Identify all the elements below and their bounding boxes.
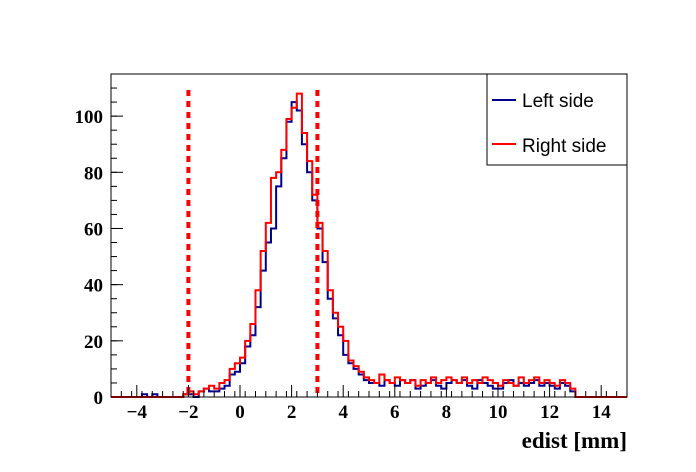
x-tick-label: 6 xyxy=(390,402,400,423)
legend: Left side Right side xyxy=(486,73,628,166)
cut-lines xyxy=(186,90,320,397)
x-tick-label: 2 xyxy=(287,402,297,423)
x-tick-label: −4 xyxy=(127,402,148,423)
x-tick-label: 14 xyxy=(592,402,612,423)
series-right-side-histogram xyxy=(111,92,627,398)
legend-label-left-side: Left side xyxy=(522,91,594,112)
y-tick-label: 20 xyxy=(84,332,103,353)
y-tick-label: 40 xyxy=(84,276,103,297)
x-tick-label: 0 xyxy=(235,402,245,423)
x-axis-title: edist [mm] xyxy=(522,428,627,453)
series-layer xyxy=(111,92,627,398)
y-tick-label: 80 xyxy=(84,163,103,184)
x-tick-label: −2 xyxy=(178,402,198,423)
y-tick-label: 0 xyxy=(94,388,104,409)
series-left-side-histogram xyxy=(111,101,627,398)
x-tick-label: 12 xyxy=(540,402,559,423)
legend-box xyxy=(486,73,628,166)
x-tick-label: 4 xyxy=(338,402,348,423)
legend-label-right-side: Right side xyxy=(522,136,607,157)
tick-labels: −4 −2 0 2 4 6 8 10 12 14 0 20 40 60 80 100 xyxy=(75,107,612,423)
x-tick-label: 8 xyxy=(442,402,452,423)
axis-ticks xyxy=(110,73,628,398)
y-tick-label: 100 xyxy=(75,107,104,128)
x-tick-label: 10 xyxy=(489,402,508,423)
y-tick-label: 60 xyxy=(84,219,103,240)
